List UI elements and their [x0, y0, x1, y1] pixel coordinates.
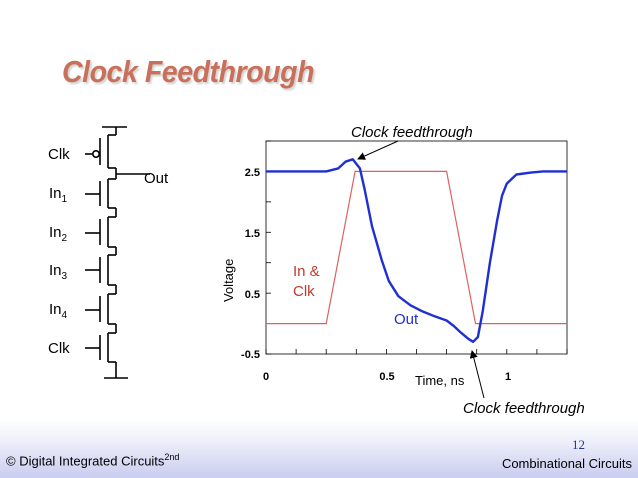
- pmos-bubble: [92, 150, 101, 159]
- y-axis-title: Voltage: [221, 259, 236, 302]
- series-label-in-clk-line1: In &: [293, 263, 320, 280]
- annotation-arrow-top: [357, 140, 399, 160]
- x-tick-label-0: 0: [263, 371, 269, 383]
- series-in-clk-line: [266, 170, 567, 325]
- footer-bar: [0, 420, 638, 478]
- x-axis-title: Time, ns: [415, 373, 465, 388]
- y-tick-marks: [266, 140, 271, 355]
- series-label-out: Out: [394, 311, 419, 328]
- domino-gate-schematic: [85, 126, 150, 379]
- x-tick-marks: [265, 349, 568, 354]
- annotation-clock-feedthrough-top: Clock feedthrough: [351, 124, 473, 141]
- in2-label: In2: [49, 224, 68, 244]
- series-out-line: [266, 158, 567, 343]
- y-tick-label-1-5: 1.5: [245, 228, 260, 240]
- footer-chapter: Combinational Circuits: [501, 456, 632, 471]
- waveform-chart: 2.5 1.5 0.5 -0.5 0 0.5 1 Time, ns Voltag…: [221, 124, 585, 417]
- footer-copyright: © Digital Integrated Circuits2nd: [6, 452, 180, 469]
- series-label-in-clk-line2: Clk: [293, 283, 315, 300]
- y-tick-label-0-5: 0.5: [245, 289, 260, 301]
- in1-label: In1: [49, 185, 68, 205]
- slide-title: Clock Feedthrough: [62, 54, 315, 89]
- annotation-clock-feedthrough-bottom: Clock feedthrough: [463, 400, 585, 417]
- in3-label: In3: [49, 262, 68, 282]
- x-tick-label-1: 1: [505, 371, 511, 383]
- clk-bottom-label: Clk: [48, 340, 70, 357]
- x-tick-label-0-5: 0.5: [379, 371, 394, 383]
- clk-top-label: Clk: [48, 146, 70, 163]
- page-number: 12: [572, 437, 585, 452]
- y-tick-label-2-5: 2.5: [245, 167, 260, 179]
- out-label: Out: [144, 170, 169, 187]
- annotation-arrow-bottom: [469, 350, 485, 399]
- in4-label: In4: [49, 301, 68, 321]
- y-tick-label-neg-0-5: -0.5: [241, 349, 260, 361]
